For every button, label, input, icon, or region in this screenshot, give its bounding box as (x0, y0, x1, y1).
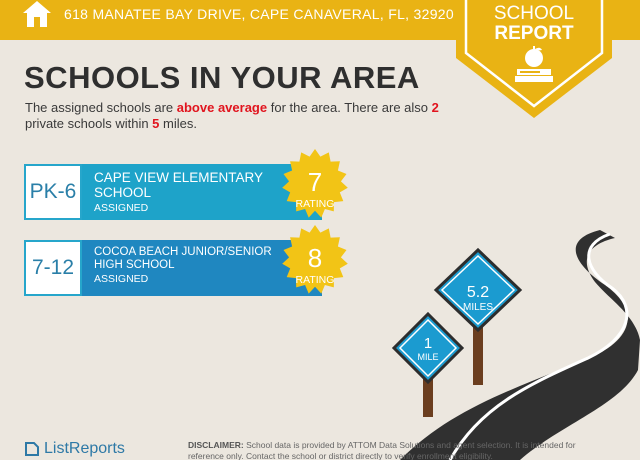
rating-label-1: RATING (295, 198, 335, 210)
badge-line-2: REPORT (494, 23, 574, 44)
apple-books-icon (515, 46, 553, 82)
disclaimer: DISCLAIMER: School data is provided by A… (188, 440, 608, 460)
distance-sign-2: 1 MILE (398, 335, 458, 362)
distance-unit: MILES (462, 302, 493, 313)
distance-value: 1 (423, 335, 433, 352)
intro-text: The assigned schools are above average f… (25, 100, 445, 132)
intro-highlight-1: above average (176, 100, 268, 115)
badge-title: SCHOOL REPORT (456, 4, 612, 44)
listreports-logo-icon (25, 442, 39, 456)
school-grade-range: PK-6 (24, 164, 82, 220)
disclaimer-label: DISCLAIMER: (188, 440, 244, 450)
rating-value-1: 7 (307, 167, 323, 197)
disclaimer-text: School data is provided by ATTOM Data So… (188, 440, 576, 460)
rating-seal-1 (282, 149, 348, 218)
intro-part-4: miles. (159, 116, 197, 131)
page-title: SCHOOLS IN YOUR AREA (24, 60, 420, 95)
school-status: ASSIGNED (94, 273, 149, 285)
intro-part-3: private schools within (25, 116, 153, 131)
distance-sign-1: 5.2 MILES (448, 284, 508, 313)
rating-seal-2 (282, 225, 348, 294)
school-info-bar: COCOA BEACH JUNIOR/SENIOR HIGH SCHOOL AS… (82, 240, 322, 296)
distance-value: 5.2 (466, 284, 490, 301)
property-address: 618 MANATEE BAY DRIVE, CAPE CANAVERAL, F… (64, 6, 454, 22)
school-status: ASSIGNED (94, 202, 149, 214)
school-name: CAPE VIEW ELEMENTARY SCHOOL (94, 170, 263, 200)
intro-highlight-3: 5 (152, 116, 160, 131)
road-illustration (391, 230, 640, 460)
listreports-logo: ListReports (44, 440, 125, 457)
distance-unit: MILE (417, 352, 439, 362)
intro-part-2: for the area. There are also (267, 100, 432, 115)
school-name: COCOA BEACH JUNIOR/SENIOR HIGH SCHOOL (94, 246, 272, 271)
school-grade-range: 7-12 (24, 240, 82, 296)
rating-label-2: RATING (295, 274, 335, 286)
rating-value-2: 8 (307, 243, 323, 273)
intro-highlight-2: 2 (431, 100, 439, 115)
home-icon (23, 1, 51, 27)
intro-part-1: The assigned schools are (25, 100, 177, 115)
school-info-bar: CAPE VIEW ELEMENTARY SCHOOL ASSIGNED (82, 164, 322, 220)
badge-line-1: SCHOOL (493, 3, 575, 24)
